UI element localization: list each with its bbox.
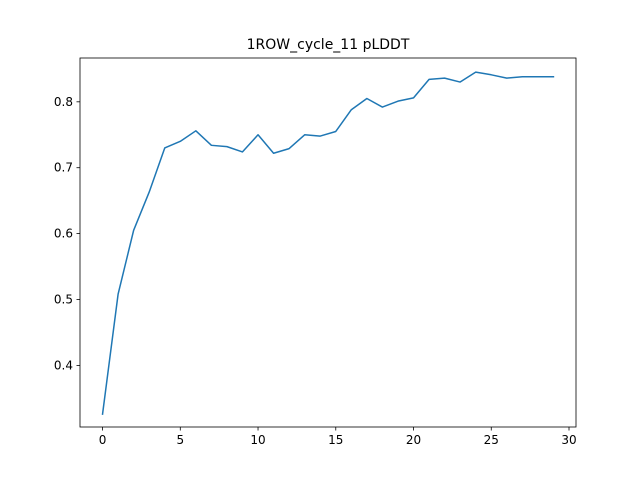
x-tick-label: 5 <box>176 433 184 447</box>
x-tick-label: 10 <box>250 433 265 447</box>
y-tick-label: 0.7 <box>54 161 73 175</box>
y-tick-label: 0.8 <box>54 95 73 109</box>
x-tick-label: 15 <box>328 433 343 447</box>
series-layer <box>101 71 555 415</box>
y-tick-label: 0.4 <box>54 358 73 372</box>
x-tick-label: 25 <box>484 433 499 447</box>
y-tick-label: 0.6 <box>54 227 73 241</box>
chart-title: 1ROW_cycle_11 pLDDT <box>247 37 410 53</box>
x-tick-label: 30 <box>561 433 576 447</box>
x-tick-label: 0 <box>99 433 107 447</box>
x-tick-label: 20 <box>406 433 421 447</box>
series-line <box>101 71 555 415</box>
plot-area <box>79 57 577 428</box>
y-tick-label: 0.5 <box>54 292 73 306</box>
x-axis: 0 5 10 15 20 25 30 <box>99 427 577 447</box>
y-axis: 0.4 0.5 0.6 0.7 0.8 <box>54 95 80 372</box>
plot-frame <box>79 57 577 428</box>
